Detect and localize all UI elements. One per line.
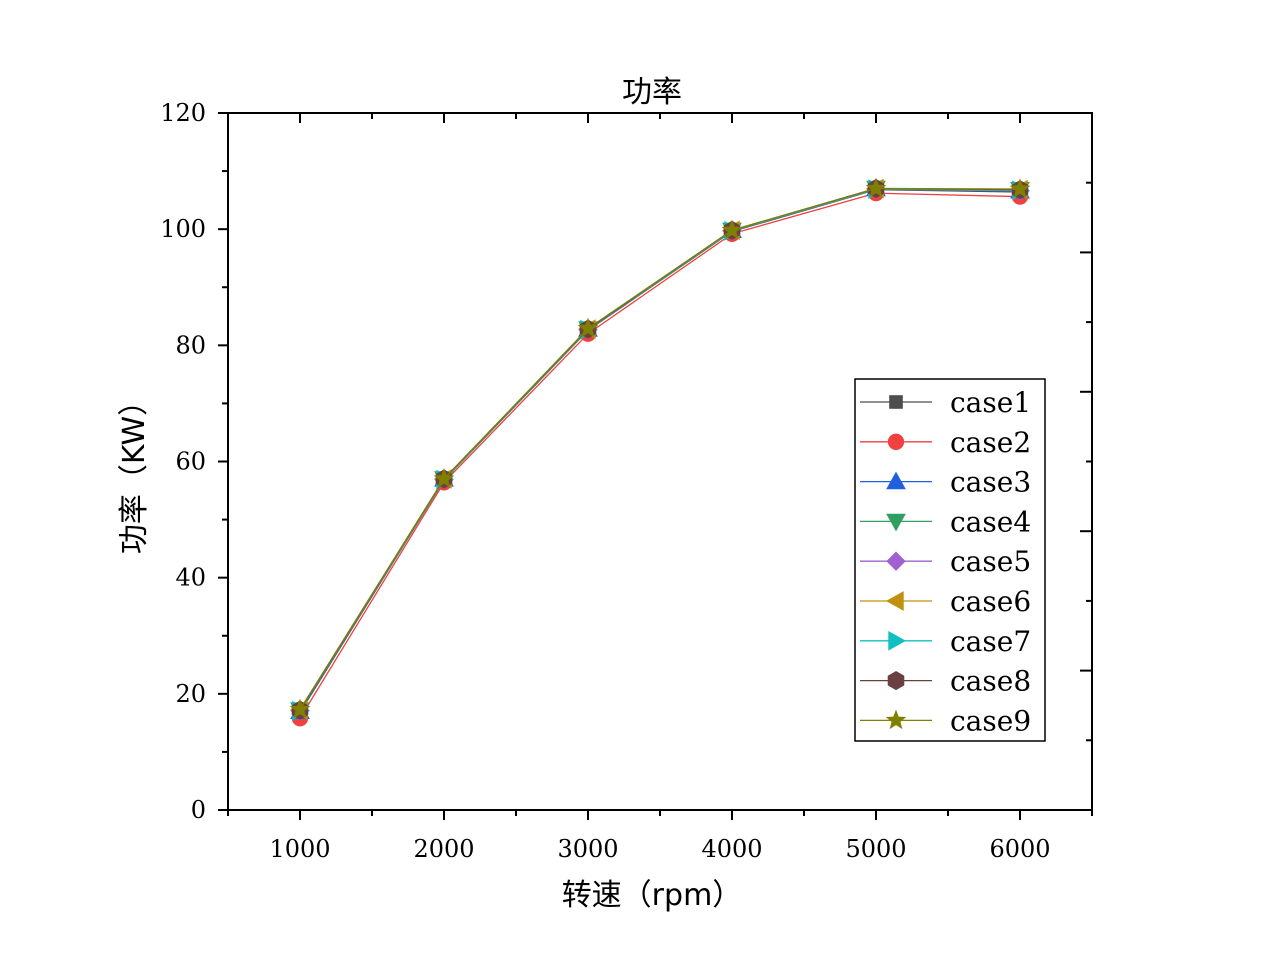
data-point-case9 [1009,178,1031,198]
legend-item-case7: case7 [860,625,1031,658]
legend-item-case2: case2 [860,426,1031,459]
legend-marker [889,395,903,409]
legend: case1 case2 case3 case4 case5 case6 case7 case8… [854,378,1046,742]
x-axis-ticks: 1000 2000 3000 4000 5000 6000 [227,113,1093,863]
data-point-case9 [433,468,455,488]
y-tick-label: 100 [160,215,206,243]
legend-box [854,378,1046,742]
legend-item-case4: case4 [860,505,1031,538]
legend-label: case7 [950,625,1031,658]
legend-marker [887,433,905,450]
x-tick-label: 1000 [269,835,330,863]
legend-item-case5: case5 [860,545,1031,578]
data-point-case9 [577,317,599,338]
y-tick-label: 120 [160,99,206,127]
legend-marker [886,513,906,532]
legend-label: case9 [950,704,1031,737]
series-line-case9 [299,187,1021,710]
legend-marker [886,551,906,571]
x-tick-label: 2000 [413,835,474,863]
series-line-case2 [299,192,1021,719]
y-tick-label: 80 [175,331,206,359]
y-tick-label: 20 [175,680,206,708]
legend-label: case8 [950,665,1031,698]
series-case9 [289,177,1031,719]
legend-marker [887,671,905,691]
legend-item-case1: case1 [860,386,1031,419]
legend-label: case3 [950,466,1031,499]
data-point-case9 [865,177,887,198]
data-point-case9 [289,698,311,719]
y-axis-title: 功率（KW） [117,386,152,554]
legend-item-case9: case9 [860,704,1031,737]
legend-marker [885,709,907,730]
legend-label: case6 [950,585,1031,618]
y-axis-ticks: 0 20 40 60 80 100 120 [160,99,1092,824]
legend-label: case4 [950,505,1031,538]
legend-item-case6: case6 [860,585,1031,618]
y-tick-label: 60 [175,448,206,476]
chart-title: 功率 [622,75,682,110]
x-axis-title: 转速（rpm） [562,878,743,913]
legend-label: case5 [950,545,1031,578]
legend-marker [886,471,906,490]
y-tick-label: 0 [191,796,206,824]
legend-item-case3: case3 [860,466,1031,499]
y-tick-label: 40 [175,564,206,592]
x-tick-label: 5000 [845,835,906,863]
data-point-case9 [721,219,743,240]
x-tick-label: 6000 [989,835,1050,863]
legend-label: case1 [950,386,1031,419]
x-tick-label: 3000 [557,835,618,863]
x-tick-label: 4000 [701,835,762,863]
legend-marker [885,591,904,611]
legend-item-case8: case8 [860,665,1031,698]
legend-marker [888,630,907,651]
legend-label: case2 [950,426,1031,459]
series-layer [289,177,1031,727]
